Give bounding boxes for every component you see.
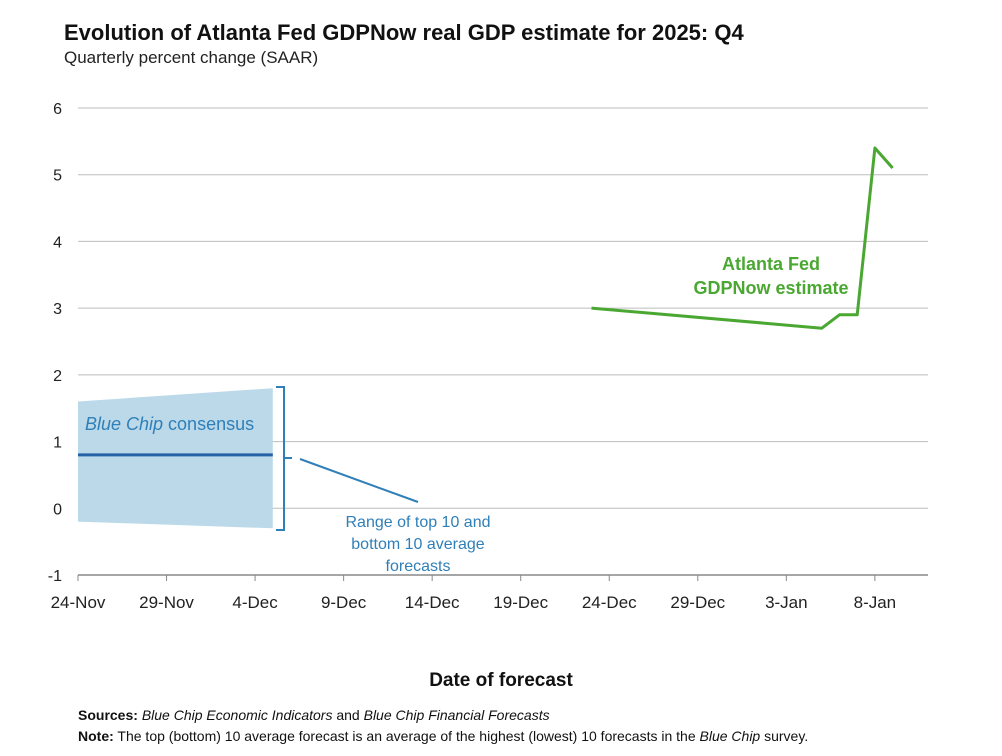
x-tick-label: 19-Dec — [493, 593, 548, 612]
x-tick-label: 14-Dec — [405, 593, 460, 612]
note-text-1: The top (bottom) 10 average forecast is … — [113, 728, 700, 744]
y-tick-label: -1 — [48, 568, 62, 585]
x-tick-label: 29-Nov — [139, 593, 194, 612]
range-pointer-line — [299, 458, 419, 503]
sources-publication-1: Blue Chip Economic Indicators — [141, 707, 333, 723]
annotation-gdpnow-line-2: GDPNow estimate — [693, 278, 848, 298]
series-gdpnow-line — [591, 146, 894, 330]
y-tick-label: 5 — [53, 168, 62, 185]
x-tick-label: 24-Nov — [51, 593, 106, 612]
range-band-layer — [78, 388, 273, 529]
y-tick-label: 2 — [53, 368, 62, 385]
x-tick-label: 29-Dec — [670, 593, 725, 612]
annotation-blue-chip-italic: Blue Chip — [85, 414, 163, 434]
y-tick-label: 6 — [53, 101, 62, 118]
x-tick-label: 8-Jan — [854, 593, 897, 612]
y-tick-label: 4 — [53, 234, 62, 251]
x-tick-label: 4-Dec — [232, 593, 278, 612]
y-axis-ticks: 6 5 4 3 2 1 0 -1 — [48, 101, 62, 585]
note-italic: Blue Chip — [699, 728, 761, 744]
x-tick-label: 9-Dec — [321, 593, 367, 612]
y-tick-label: 3 — [53, 301, 62, 318]
annotation-gdpnow-line-1: Atlanta Fed — [722, 254, 820, 274]
x-axis: 24-Nov 29-Nov 4-Dec 9-Dec 14-Dec 19-Dec 24-Dec… — [51, 575, 897, 612]
chart-subtitle: Quarterly percent change (SAAR) — [64, 48, 319, 67]
sources-note: Sources: Blue Chip Economic Indicators a… — [78, 707, 550, 723]
annotation-blue-chip-rest: consensus — [163, 414, 254, 434]
annotation-layer: Blue Chip consensus Range of top 10 and … — [85, 254, 849, 575]
y-tick-label: 1 — [53, 435, 62, 452]
footnote: Note: The top (bottom) 10 average foreca… — [78, 728, 808, 744]
chart-title: Evolution of Atlanta Fed GDPNow real GDP… — [64, 20, 744, 45]
x-tick-label: 24-Dec — [582, 593, 637, 612]
annotation-blue-chip: Blue Chip consensus — [85, 414, 254, 434]
range-band — [78, 388, 273, 529]
y-tick-label: 0 — [53, 501, 62, 518]
annotation-range-line-3: forecasts — [386, 558, 451, 575]
x-tick-label: 3-Jan — [765, 593, 808, 612]
x-axis-label: Date of forecast — [429, 670, 573, 691]
sources-publication-2: Blue Chip Financial Forecasts — [363, 707, 550, 723]
annotation-range-line-1: Range of top 10 and — [345, 514, 490, 531]
annotation-range-line-2: bottom 10 average — [351, 536, 485, 553]
sources-label: Sources: — [78, 707, 138, 723]
series-layer — [78, 146, 894, 457]
note-text-2: survey. — [760, 728, 809, 744]
note-label: Note: — [78, 728, 114, 744]
chart-plot: 6 5 4 3 2 1 0 -1 24-Nov 29-Nov 4-Dec 9-Dec 14-Dec 19… — [48, 101, 928, 612]
sources-and: and — [332, 707, 364, 723]
